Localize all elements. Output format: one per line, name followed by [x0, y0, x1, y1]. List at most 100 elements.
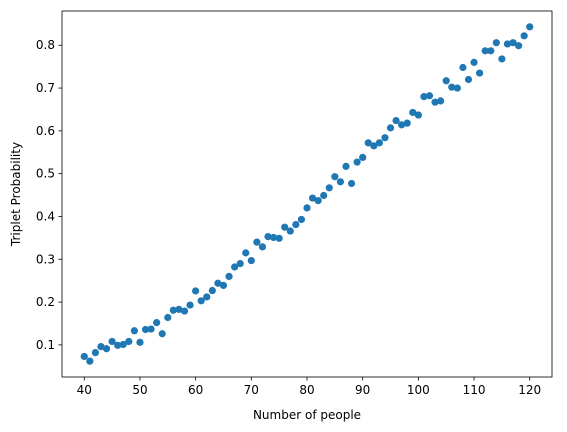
data-point: [375, 139, 383, 147]
data-point: [164, 313, 172, 322]
data-point: [247, 256, 255, 265]
data-point: [225, 272, 233, 281]
data-point: [459, 63, 467, 72]
data-point: [197, 297, 205, 305]
data-point: [275, 234, 283, 242]
data-point: [297, 215, 306, 224]
x-axis-label: Number of people: [253, 408, 361, 422]
y-axis-label: Triplet Probability: [9, 142, 23, 247]
data-point: [386, 124, 395, 132]
y-tick-label: 0.3: [36, 252, 55, 266]
data-point: [175, 305, 183, 313]
data-point: [398, 121, 406, 129]
data-point: [331, 173, 339, 181]
data-point: [192, 287, 200, 295]
data-point: [403, 119, 411, 127]
data-point: [236, 259, 244, 268]
data-point: [269, 233, 278, 242]
data-point: [286, 227, 294, 235]
data-point: [359, 153, 367, 161]
data-point: [342, 162, 350, 170]
data-point: [130, 327, 138, 335]
data-point: [292, 221, 300, 229]
data-point: [448, 83, 456, 91]
data-point: [520, 32, 528, 40]
x-tick-label: 120: [518, 383, 541, 397]
data-point: [281, 223, 289, 231]
data-point: [492, 39, 500, 47]
data-point: [102, 345, 111, 353]
data-point: [381, 134, 389, 142]
data-point: [97, 343, 105, 351]
data-point: [114, 341, 122, 349]
data-point: [437, 97, 445, 105]
data-point: [158, 330, 166, 338]
data-point: [392, 116, 400, 125]
data-point: [476, 69, 484, 77]
data-point: [219, 281, 228, 289]
y-tick-label: 0.1: [36, 338, 55, 352]
data-point: [136, 338, 144, 346]
data-point: [347, 179, 356, 188]
data-point: [425, 92, 434, 100]
axis-ticks: 40 50 60 70 80 90 100 110 120 0.1 0.2 0.3 0.4 0.5 0.6 0…: [36, 38, 541, 397]
data-point: [80, 352, 88, 361]
data-point: [153, 319, 161, 327]
y-tick-label: 0.4: [36, 209, 55, 223]
data-point: [364, 139, 372, 147]
data-point: [503, 40, 512, 48]
axes-frame: [61, 10, 553, 378]
data-point: [336, 178, 345, 186]
y-tick-label: 0.8: [36, 38, 55, 52]
data-point: [509, 39, 517, 47]
data-point: [320, 191, 328, 200]
data-point: [258, 243, 267, 251]
data-point: [353, 158, 361, 166]
data-point: [470, 58, 478, 66]
data-point: [125, 337, 133, 346]
x-tick-label: 110: [463, 383, 486, 397]
data-point: [214, 279, 222, 287]
data-point: [108, 337, 116, 346]
data-point: [409, 108, 417, 117]
x-tick-label: 50: [132, 383, 147, 397]
data-point: [464, 75, 473, 84]
data-point: [242, 249, 250, 257]
data-point: [253, 238, 261, 246]
data-point: [264, 232, 272, 241]
data-point: [180, 307, 189, 315]
data-points: [80, 23, 534, 365]
x-tick-label: 90: [355, 383, 370, 397]
data-point: [203, 293, 211, 301]
x-tick-label: 100: [407, 383, 430, 397]
data-point: [186, 301, 194, 309]
data-point: [308, 194, 317, 202]
data-point: [86, 357, 94, 365]
data-point: [442, 77, 450, 85]
data-point: [514, 42, 523, 50]
data-point: [325, 184, 333, 192]
data-point: [208, 286, 216, 295]
x-tick-label: 40: [77, 383, 92, 397]
data-point: [498, 55, 506, 63]
data-point: [141, 325, 150, 334]
data-point: [231, 263, 239, 271]
y-tick-label: 0.5: [36, 167, 55, 181]
data-point: [526, 23, 534, 31]
data-point: [147, 325, 155, 333]
y-tick-label: 0.6: [36, 124, 55, 138]
data-point: [420, 93, 428, 101]
data-point: [431, 98, 439, 106]
data-point: [414, 111, 422, 119]
data-point: [303, 204, 311, 212]
data-point: [91, 349, 100, 357]
data-point: [119, 340, 127, 349]
data-point: [370, 142, 378, 150]
data-point: [481, 47, 489, 55]
data-point: [487, 47, 495, 55]
x-tick-label: 80: [299, 383, 314, 397]
x-tick-label: 70: [244, 383, 259, 397]
data-point: [453, 84, 461, 92]
data-point: [169, 306, 177, 314]
